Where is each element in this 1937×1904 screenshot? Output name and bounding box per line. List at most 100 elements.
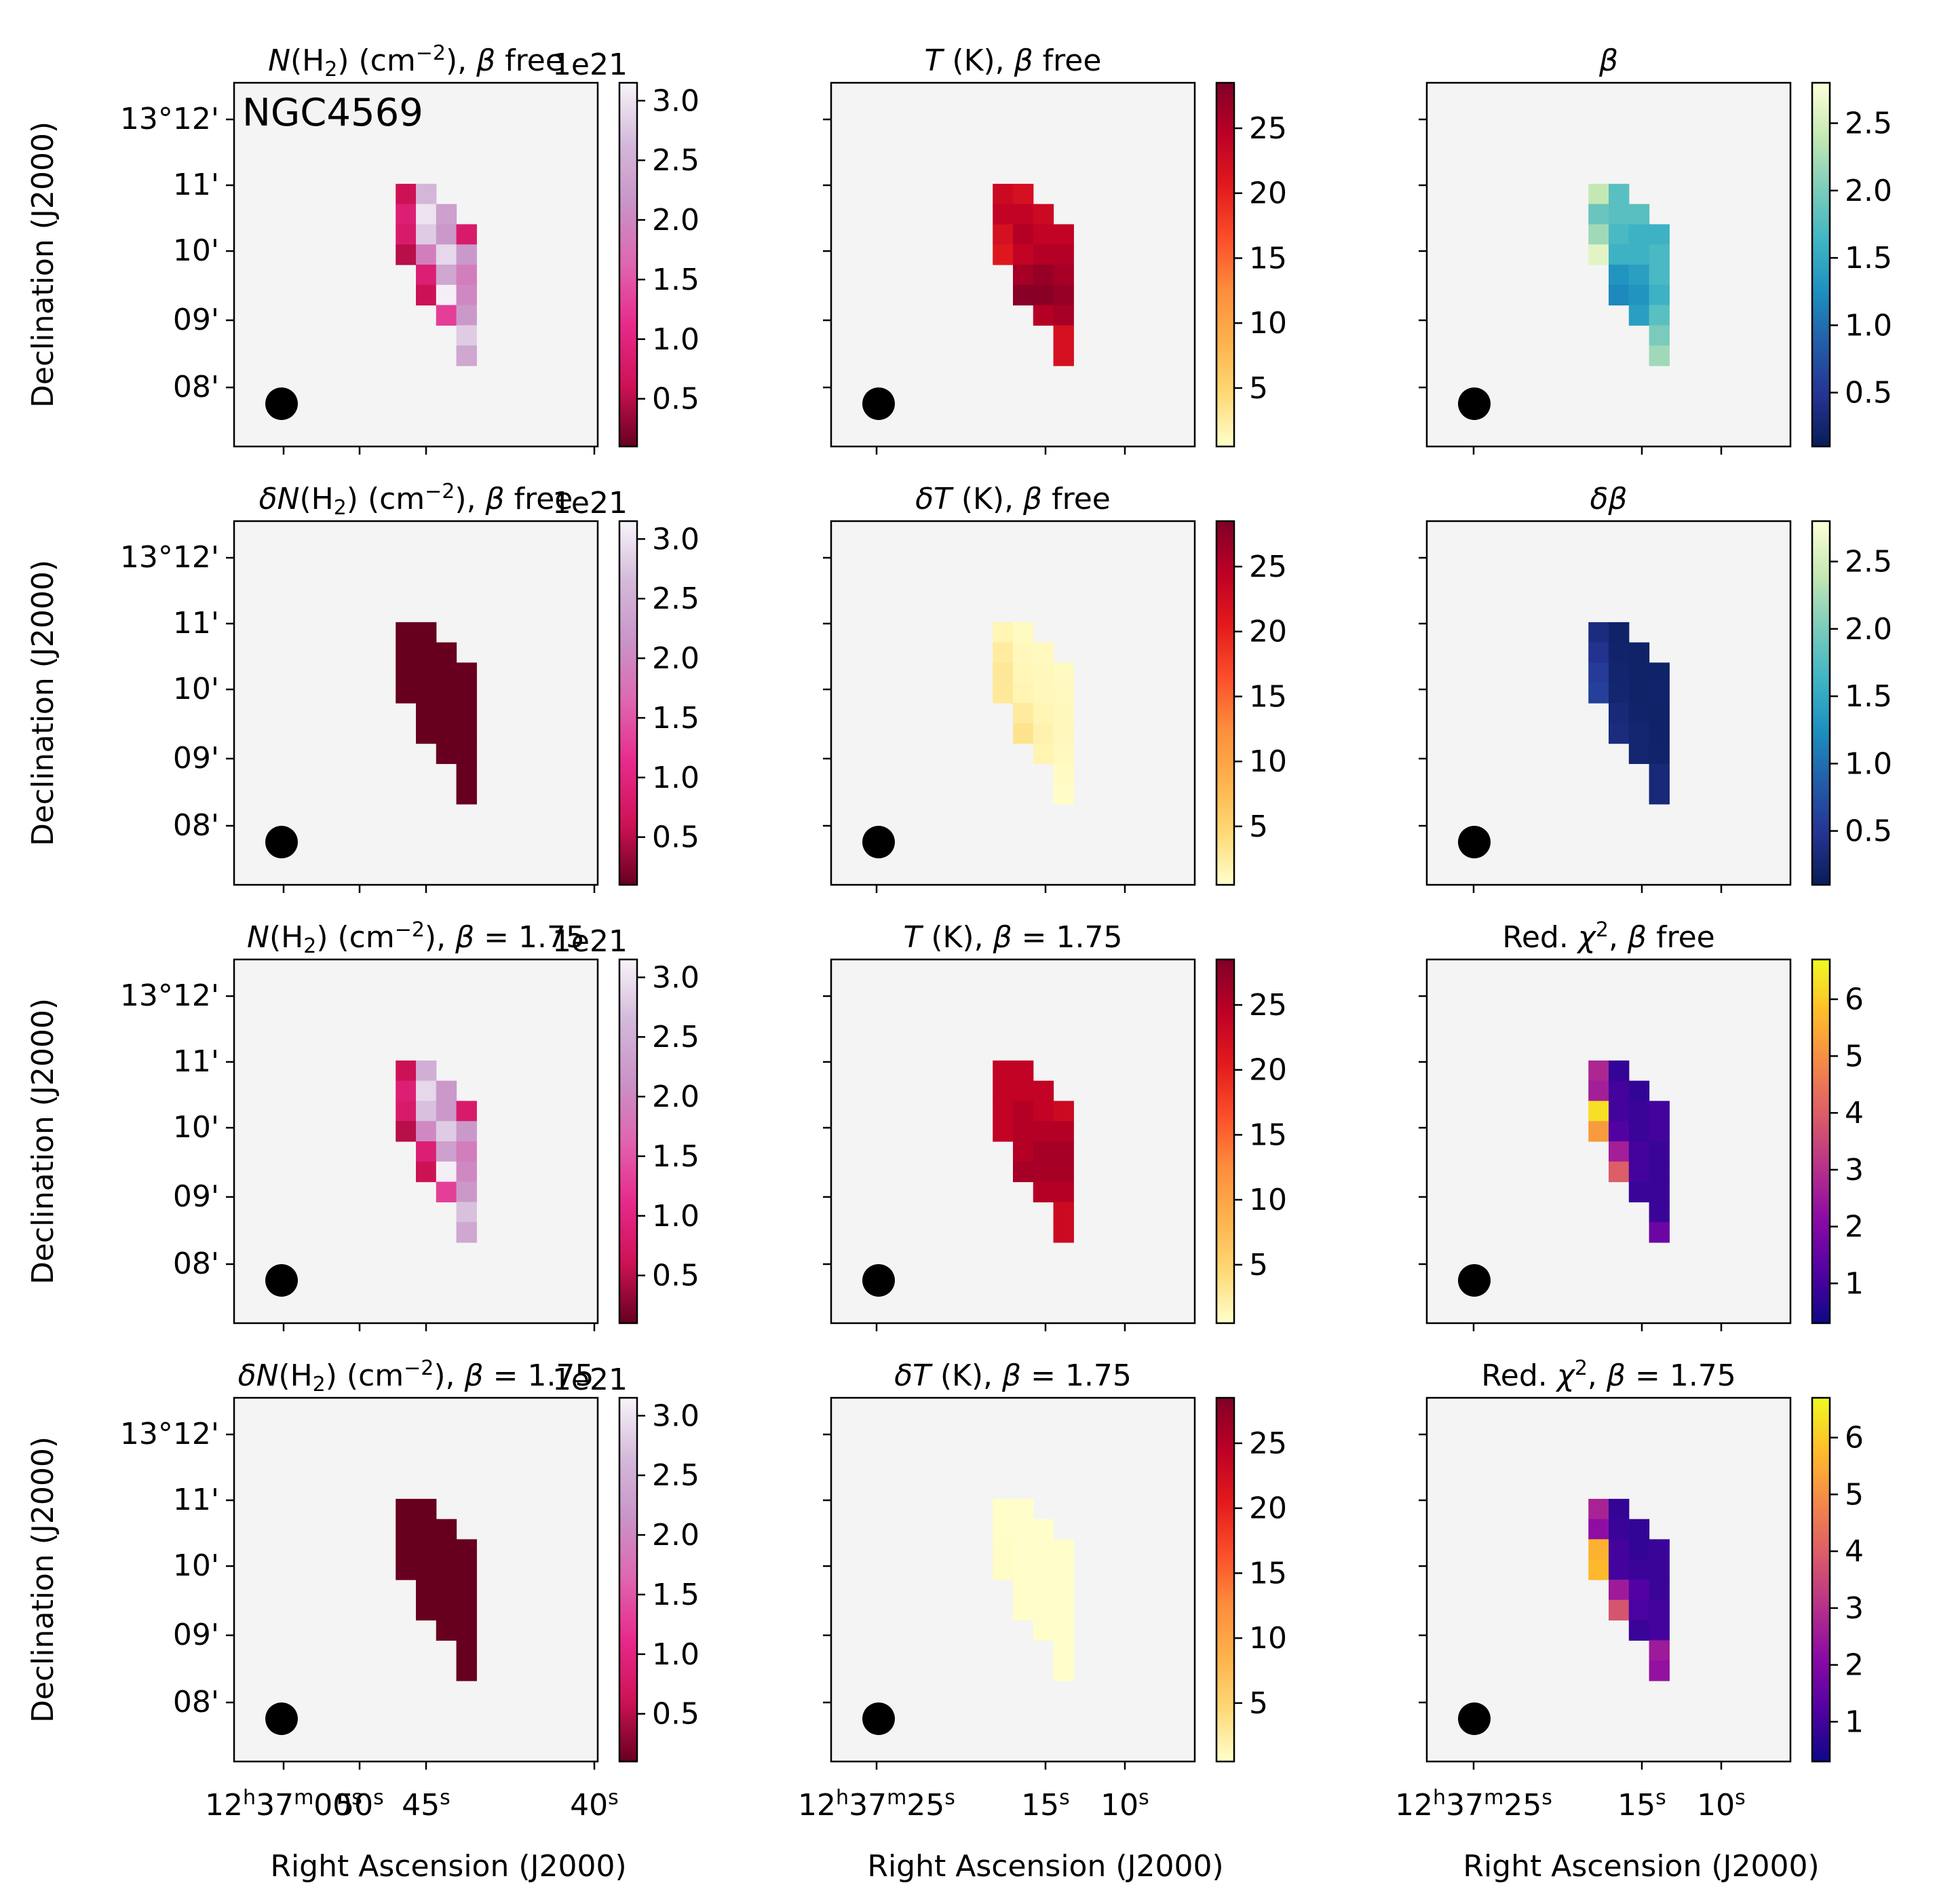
heatmap-cell <box>1033 1101 1054 1122</box>
heatmap-cell <box>1609 1080 1630 1102</box>
heatmap-cell <box>1649 1181 1670 1202</box>
dec-tick-label: 09' <box>173 741 219 776</box>
heatmap-cell <box>1053 1202 1074 1223</box>
heatmap-cell <box>1013 244 1034 265</box>
dec-tick-label: 11' <box>173 1483 219 1517</box>
heatmap-cell <box>396 1498 417 1520</box>
heatmap-cell <box>1588 1121 1609 1142</box>
ra-tick-label: 15s <box>1617 1786 1666 1823</box>
heatmap-cell <box>456 244 477 265</box>
panel-dN_free: 13°12' 11' 10' 09' 08' δN(H2) (cm−2), β free 0… <box>120 480 699 893</box>
heatmap-cell <box>1033 683 1054 704</box>
colorbar-offset: 1e21 <box>552 924 628 959</box>
heatmap-cell <box>396 683 417 704</box>
ylabel: Declination (J2000) <box>26 560 60 846</box>
dec-tick-label: 13°12' <box>120 540 219 575</box>
heatmap-cell <box>993 1519 1014 1540</box>
panel-title: β <box>1598 43 1618 78</box>
colorbar-tick-label: 4 <box>1845 1096 1864 1130</box>
beam-marker <box>265 826 298 858</box>
heatmap-cell <box>993 1080 1014 1102</box>
heatmap-cell <box>1053 345 1074 366</box>
title-part: β <box>1014 43 1033 78</box>
colorbar-tick-label: 2.0 <box>1845 174 1892 208</box>
heatmap-cell <box>1053 1121 1074 1142</box>
heatmap-cell <box>1628 265 1650 286</box>
heatmap-cell <box>1013 204 1034 225</box>
panel-title: δN(H2) (cm−2), β free <box>259 480 573 520</box>
dec-tick-label: 08' <box>173 1685 219 1719</box>
ra-label-part: 37 <box>1446 1788 1484 1823</box>
colorbar-tick-label: 15 <box>1249 679 1287 714</box>
heatmap-cell <box>456 345 477 366</box>
dec-tick-label: 10' <box>173 672 219 706</box>
ra-label-part: s <box>1735 1786 1746 1810</box>
heatmap-cell <box>1649 703 1670 724</box>
colorbar-tick-label: 5 <box>1249 371 1268 406</box>
heatmap-cell <box>1013 1539 1034 1560</box>
heatmap-cell <box>1628 1080 1650 1102</box>
heatmap-cell <box>1588 204 1609 225</box>
colorbar-tick-label: 5 <box>1249 1686 1268 1721</box>
heatmap-cell <box>416 1141 437 1162</box>
heatmap-cell <box>1033 642 1054 664</box>
dec-tick-label: 08' <box>173 370 219 404</box>
colorbar-tick-label: 2.5 <box>652 1020 699 1054</box>
panel-frame <box>1425 1396 1792 1763</box>
heatmap-cell <box>1609 683 1630 704</box>
heatmap-cell <box>436 703 457 724</box>
heatmap-cell <box>396 1519 417 1540</box>
heatmap-cell <box>416 1060 437 1082</box>
title-part: = 1.75 <box>1626 1358 1736 1393</box>
heatmap-cell <box>1033 224 1054 245</box>
heatmap-cell <box>1609 1559 1630 1580</box>
heatmap-cell <box>436 305 457 326</box>
heatmap-cell <box>416 1539 437 1560</box>
panel-title: δT (K), β = 1.75 <box>894 1358 1132 1393</box>
title-part: β <box>485 482 505 516</box>
colorbar-tick-label: 1.5 <box>652 1139 699 1174</box>
heatmap-cell <box>993 183 1014 205</box>
heatmap-cell <box>1649 1101 1670 1122</box>
heatmap-cell <box>1588 1101 1609 1122</box>
ra-tick-label: 45s <box>402 1786 450 1823</box>
title-part: (H <box>278 1358 312 1393</box>
heatmap-cell <box>416 1559 437 1580</box>
title-part: = 1.75 <box>1012 920 1123 955</box>
heatmap-cell <box>1609 1519 1630 1540</box>
heatmap-cell <box>1033 1599 1054 1621</box>
heatmap-cell <box>1588 1080 1609 1102</box>
heatmap-cell <box>993 1559 1014 1580</box>
heatmap-cell <box>416 1599 437 1621</box>
title-part: β <box>1606 1358 1626 1393</box>
heatmap-cell <box>1033 1161 1054 1183</box>
colorbar-tick-label: 10 <box>1249 1183 1287 1217</box>
colorbar <box>619 1398 637 1762</box>
heatmap-cell <box>1013 1141 1034 1162</box>
panel-beta: β 0.5 1.0 1.5 2.0 2.5 <box>1419 43 1892 455</box>
colorbar-tick-label: 20 <box>1249 1053 1287 1088</box>
heatmap-cell <box>456 662 477 683</box>
heatmap-cell <box>993 1121 1014 1142</box>
beam-marker <box>1458 826 1491 858</box>
heatmap-cell <box>1649 1222 1670 1243</box>
panel-frame <box>233 81 599 448</box>
colorbar-frame <box>618 520 638 886</box>
beam-marker <box>862 826 895 858</box>
heatmap-cell <box>416 683 437 704</box>
heatmap-cell <box>1053 784 1074 805</box>
title-part: ) (cm <box>337 43 415 78</box>
heatmap-cell <box>416 1161 437 1183</box>
colorbar <box>1216 1398 1234 1762</box>
heatmap-cell <box>1053 265 1074 286</box>
ra-label-part: 00 <box>313 1788 351 1823</box>
panel-frame <box>830 81 1196 448</box>
ra-label-part: 10 <box>1100 1788 1138 1823</box>
heatmap-cell <box>1649 325 1670 346</box>
title-part: N <box>247 920 269 955</box>
panel-frame <box>233 1396 599 1763</box>
title-part: (K), <box>921 920 993 955</box>
title-part: −2 <box>425 480 455 503</box>
heatmap-cell <box>993 244 1014 265</box>
